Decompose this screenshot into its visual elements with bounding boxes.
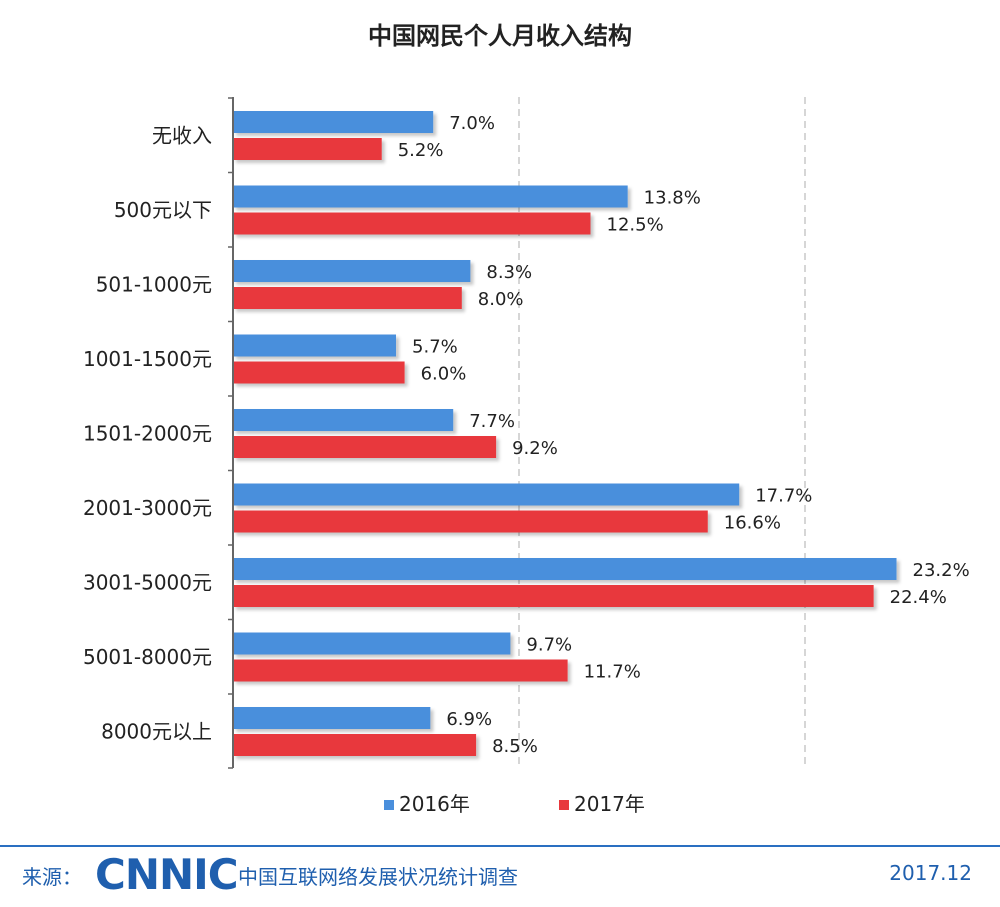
data-label: 6.9% [446,709,492,730]
report-date: 2017.12 [889,861,972,885]
legend-swatch [559,800,569,810]
bar [233,707,431,729]
bar [233,436,497,458]
data-label: 6.0% [421,364,467,385]
legend-label: 2017年 [574,792,645,816]
legend-swatch [384,800,394,810]
category-label: 3001-5000元 [83,571,212,595]
bar [233,585,874,607]
data-label: 13.8% [644,188,701,209]
bar [233,260,471,282]
bar [233,558,897,580]
bar [233,111,434,133]
data-label: 23.2% [913,560,970,581]
bar [233,361,405,384]
bar [233,734,477,756]
data-label: 11.7% [584,662,641,683]
data-label: 17.7% [755,486,812,507]
bar [233,185,628,208]
footer-divider [0,845,1000,847]
category-label: 1001-1500元 [83,347,212,371]
bar [233,334,397,357]
legend-label: 2016年 [399,792,470,816]
category-label: 8000元以上 [101,720,212,744]
data-label: 5.2% [398,140,444,161]
data-label: 12.5% [607,215,664,236]
category-label: 1501-2000元 [83,422,212,446]
bar [233,483,740,506]
bar [233,632,511,655]
cnnic-logo: CNNIC [95,850,239,899]
bar [233,510,708,533]
data-label: 7.7% [469,411,515,432]
data-label: 8.0% [478,289,524,310]
org-name: 中国互联网络发展状况统计调查 [238,865,518,889]
category-label: 无收入 [152,124,212,148]
category-label: 500元以下 [114,198,212,222]
category-label: 2001-3000元 [83,496,212,520]
bar [233,138,382,160]
data-label: 9.7% [526,635,572,656]
bar [233,212,591,235]
data-label: 8.5% [492,736,538,757]
bar [233,287,462,309]
data-label: 5.7% [412,337,458,358]
category-label: 501-1000元 [96,273,212,297]
source-label: 来源： [22,865,82,889]
category-label: 5001-8000元 [83,645,212,669]
data-label: 7.0% [449,113,495,134]
bar [233,409,454,431]
footer: 来源： CNNIC 中国互联网络发展状况统计调查 2017.12 [0,845,1000,907]
data-label: 16.6% [724,513,781,534]
data-label: 22.4% [890,587,947,608]
data-label: 8.3% [486,262,532,283]
data-label: 9.2% [512,438,558,459]
bar [233,659,568,682]
chart-title: 中国网民个人月收入结构 [368,22,632,50]
